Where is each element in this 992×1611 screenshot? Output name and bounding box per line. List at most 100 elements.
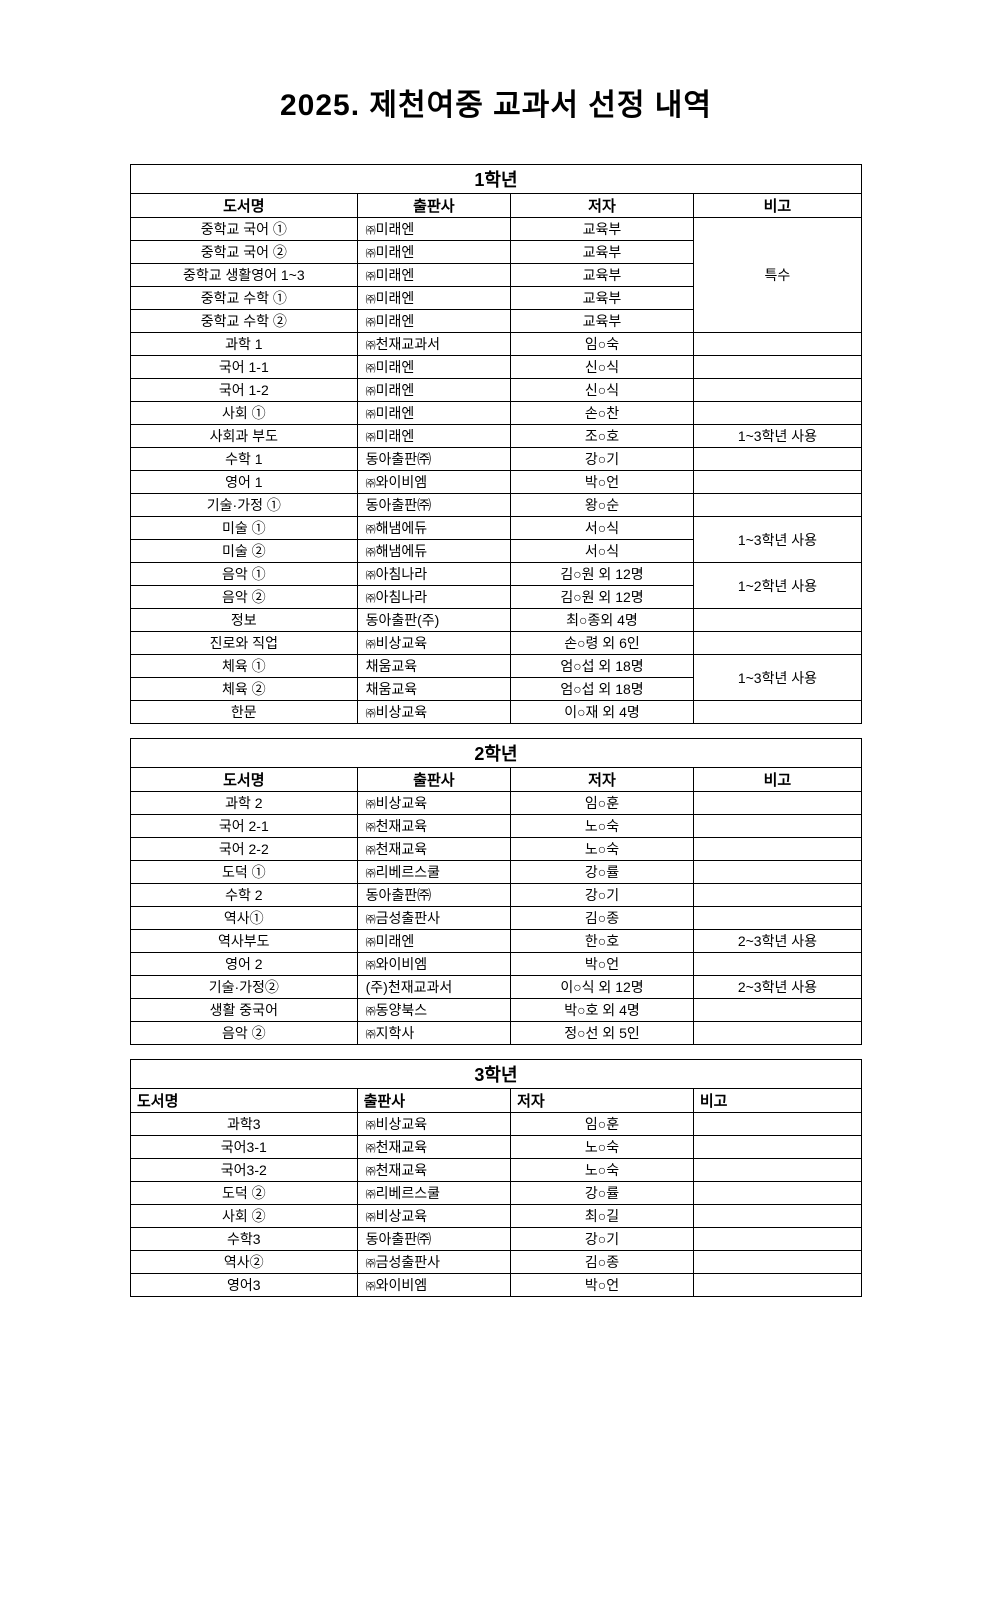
- cell-author: 서○식: [511, 540, 694, 563]
- cell-publisher: ㈜리베르스쿨: [357, 861, 511, 884]
- table-row: 국어 1-1 ㈜미래엔 신○식: [131, 356, 862, 379]
- table-row: 국어3-1㈜천재교육노○숙: [131, 1136, 862, 1159]
- cell-publisher: ㈜지학사: [357, 1022, 511, 1045]
- cell-publisher: ㈜미래엔: [357, 356, 511, 379]
- cell-book: 중학교 생활영어 1~3: [131, 264, 358, 287]
- cell-book: 정보: [131, 609, 358, 632]
- table-row: 사회 ① ㈜미래엔 손○찬: [131, 402, 862, 425]
- cell-book: 수학 1: [131, 448, 358, 471]
- cell-author: 김○원 외 12명: [511, 586, 694, 609]
- cell-book: 역사②: [131, 1251, 358, 1274]
- cell-publisher: ㈜비상교육: [357, 632, 511, 655]
- cell-publisher: 동아출판㈜: [357, 448, 511, 471]
- grade2-table: 2학년 도서명 출판사 저자 비고 과학 2㈜비상교육임○훈국어 2-1㈜천재교…: [130, 738, 862, 1045]
- cell-book: 중학교 수학 ①: [131, 287, 358, 310]
- cell-author: 교육부: [511, 218, 694, 241]
- col-author: 저자: [511, 194, 694, 218]
- cell-publisher: ㈜미래엔: [357, 264, 511, 287]
- cell-publisher: ㈜천재교과서: [357, 333, 511, 356]
- cell-publisher: ㈜리베르스쿨: [357, 1182, 511, 1205]
- grade2-header-row: 도서명 출판사 저자 비고: [131, 768, 862, 792]
- cell-publisher: ㈜비상교육: [357, 1205, 511, 1228]
- table-row: 정보 동아출판(주) 최○종외 4명: [131, 609, 862, 632]
- table-row: 영어 1 ㈜와이비엠 박○언: [131, 471, 862, 494]
- cell-book: 과학3: [131, 1113, 358, 1136]
- cell-note: 특수: [693, 218, 861, 333]
- cell-book: 체육 ①: [131, 655, 358, 678]
- cell-author: 노○숙: [511, 815, 694, 838]
- cell-author: 임○숙: [511, 333, 694, 356]
- cell-publisher: 동아출판㈜: [357, 1228, 511, 1251]
- cell-author: 노○숙: [511, 838, 694, 861]
- col-book: 도서명: [131, 194, 358, 218]
- cell-author: 한○호: [511, 930, 694, 953]
- cell-publisher: 동아출판(주): [357, 609, 511, 632]
- cell-book: 진로와 직업: [131, 632, 358, 655]
- cell-publisher: 채움교육: [357, 655, 511, 678]
- cell-book: 수학 2: [131, 884, 358, 907]
- cell-book: 수학3: [131, 1228, 358, 1251]
- cell-book: 사회과 부도: [131, 425, 358, 448]
- table-row: 미술 ① ㈜해냄에듀 서○식 1~3학년 사용: [131, 517, 862, 540]
- table-row: 영어 2㈜와이비엠박○언: [131, 953, 862, 976]
- cell-note: 1~2학년 사용: [693, 563, 861, 609]
- grade1-table: 1학년 도서명 출판사 저자 비고 중학교 국어 ① ㈜미래엔 교육부 특수 중…: [130, 164, 862, 724]
- cell-publisher: (주)천재교과서: [357, 976, 511, 999]
- table-row: 국어3-2㈜천재교육노○숙: [131, 1159, 862, 1182]
- cell-note: [693, 999, 861, 1022]
- cell-author: 강○기: [511, 884, 694, 907]
- col-publisher: 출판사: [357, 768, 511, 792]
- cell-publisher: ㈜와이비엠: [357, 1274, 511, 1297]
- cell-note: [693, 701, 861, 724]
- cell-publisher: ㈜천재교육: [357, 815, 511, 838]
- cell-note: [693, 1274, 861, 1297]
- cell-book: 영어 1: [131, 471, 358, 494]
- cell-author: 강○률: [511, 1182, 694, 1205]
- table-row: 역사②㈜금성출판사김○종: [131, 1251, 862, 1274]
- cell-author: 노○숙: [511, 1136, 694, 1159]
- cell-author: 임○훈: [511, 792, 694, 815]
- cell-author: 이○재 외 4명: [511, 701, 694, 724]
- cell-publisher: ㈜금성출판사: [357, 907, 511, 930]
- col-note: 비고: [693, 768, 861, 792]
- col-author: 저자: [511, 1089, 694, 1113]
- grade3-header-row: 도서명 출판사 저자 비고: [131, 1089, 862, 1113]
- cell-book: 과학 2: [131, 792, 358, 815]
- cell-author: 임○훈: [511, 1113, 694, 1136]
- table-row: 역사①㈜금성출판사김○종: [131, 907, 862, 930]
- cell-publisher: ㈜비상교육: [357, 1113, 511, 1136]
- cell-book: 영어 2: [131, 953, 358, 976]
- table-row: 도덕 ②㈜리베르스쿨강○률: [131, 1182, 862, 1205]
- cell-note: [693, 907, 861, 930]
- cell-note: 2~3학년 사용: [693, 930, 861, 953]
- page: 2025. 제천여중 교과서 선정 내역 1학년 도서명 출판사 저자 비고 중…: [0, 0, 992, 1611]
- cell-book: 도덕 ①: [131, 861, 358, 884]
- grade1-label: 1학년: [131, 165, 862, 194]
- cell-note: [693, 379, 861, 402]
- cell-book: 미술 ②: [131, 540, 358, 563]
- table-row: 음악 ②㈜지학사정○선 외 5인: [131, 1022, 862, 1045]
- cell-book: 체육 ②: [131, 678, 358, 701]
- cell-publisher: ㈜미래엔: [357, 310, 511, 333]
- cell-author: 손○찬: [511, 402, 694, 425]
- cell-note: [693, 838, 861, 861]
- cell-book: 역사부도: [131, 930, 358, 953]
- cell-book: 음악 ②: [131, 1022, 358, 1045]
- cell-publisher: 동아출판㈜: [357, 884, 511, 907]
- grade2-heading-row: 2학년: [131, 739, 862, 768]
- cell-author: 강○기: [511, 1228, 694, 1251]
- table-row: 국어 1-2 ㈜미래엔 신○식: [131, 379, 862, 402]
- cell-author: 박○언: [511, 953, 694, 976]
- cell-publisher: ㈜미래엔: [357, 287, 511, 310]
- cell-note: [693, 1159, 861, 1182]
- cell-book: 기술·가정②: [131, 976, 358, 999]
- cell-author: 이○식 외 12명: [511, 976, 694, 999]
- cell-author: 교육부: [511, 241, 694, 264]
- cell-author: 왕○순: [511, 494, 694, 517]
- cell-note: [693, 1205, 861, 1228]
- cell-author: 신○식: [511, 379, 694, 402]
- cell-author: 김○원 외 12명: [511, 563, 694, 586]
- cell-author: 박○언: [511, 471, 694, 494]
- cell-author: 서○식: [511, 517, 694, 540]
- cell-note: 1~3학년 사용: [693, 425, 861, 448]
